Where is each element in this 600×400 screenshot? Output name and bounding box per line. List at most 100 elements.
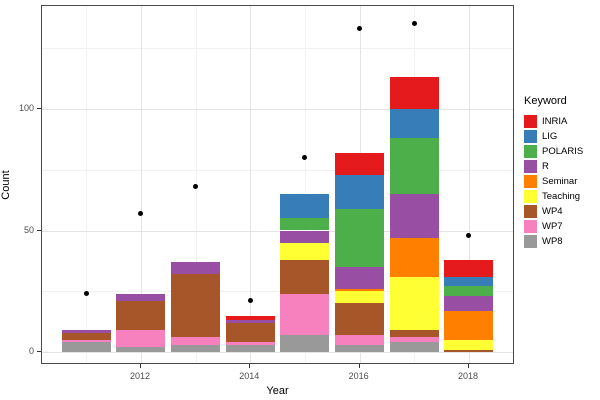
legend-item-R: R [524, 159, 583, 174]
legend-label-LIG: LIG [542, 131, 558, 142]
gridline-major-x [468, 6, 470, 363]
legend-label-Seminar: Seminar [542, 176, 578, 187]
bar-segment-R-2012 [116, 293, 166, 301]
legend-swatch-Teaching [524, 190, 537, 203]
bar-segment-INRIA-2017 [389, 77, 439, 109]
bar-segment-Teaching-2017 [389, 276, 439, 331]
legend-label-POLARIS: POLARIS [542, 146, 584, 157]
bar-segment-R-2016 [335, 266, 385, 289]
bar-segment-R-2018 [444, 296, 494, 311]
bar-segment-Seminar-2017 [389, 237, 439, 277]
y-tick-label: 100 [18, 103, 34, 113]
bar-segment-WP8-2017 [389, 342, 439, 352]
y-axis-title: Count [0, 170, 12, 200]
bar-segment-WP8-2015 [280, 334, 330, 352]
bar-segment-WP4-2012 [116, 300, 166, 331]
legend-swatch-POLARIS [524, 145, 537, 158]
point-2017 [411, 21, 417, 27]
bar-segment-WP4-2018 [444, 349, 494, 352]
bar-segment-Teaching-2018 [444, 339, 494, 350]
legend-swatch-LIG [524, 130, 537, 143]
legend-item-LIG: LIG [524, 129, 583, 144]
x-axis-title: Year [266, 385, 289, 397]
bar-segment-INRIA-2016 [335, 152, 385, 175]
bar-segment-WP4-2011 [61, 332, 111, 340]
y-tick-mark [37, 108, 41, 109]
x-tick-mark [139, 364, 141, 368]
x-tick-label: 2018 [457, 371, 478, 381]
bar-segment-WP4-2013 [171, 274, 221, 338]
bar-segment-WP7-2016 [335, 334, 385, 345]
legend-item-Teaching: Teaching [524, 189, 583, 204]
legend-item-WP4: WP4 [524, 204, 583, 219]
gridline-major-y [42, 352, 513, 353]
bar-segment-WP4-2014 [225, 322, 275, 343]
gridline-minor-y [42, 48, 513, 50]
bar-segment-WP8-2011 [61, 342, 111, 352]
point-2016 [357, 26, 363, 32]
bar-segment-POLARIS-2018 [444, 286, 494, 297]
legend-swatch-WP7 [524, 220, 537, 233]
point-2013 [193, 184, 199, 190]
bar-segment-POLARIS-2016 [335, 208, 385, 267]
bar-segment-WP7-2011 [61, 339, 111, 343]
bar-segment-WP7-2017 [389, 337, 439, 343]
bar-segment-R-2014 [225, 320, 275, 323]
bar-segment-WP4-2016 [335, 303, 385, 335]
bar-segment-POLARIS-2015 [280, 218, 330, 231]
bar-segment-WP8-2016 [335, 344, 385, 352]
bar-segment-POLARIS-2017 [389, 138, 439, 195]
bar-segment-LIG-2018 [444, 276, 494, 287]
legend-swatch-WP8 [524, 235, 537, 248]
bar-segment-R-2013 [171, 262, 221, 275]
legend-swatch-Seminar [524, 175, 537, 188]
gridline-major-x [250, 6, 252, 363]
x-tick-mark [358, 364, 360, 368]
legend-label-WP4: WP4 [542, 206, 563, 217]
gridline-minor-y [42, 169, 513, 171]
y-tick-mark [37, 229, 41, 231]
point-2014 [247, 298, 253, 304]
gridline-minor-x [304, 6, 306, 363]
gridline-major-x [140, 6, 142, 363]
legend-swatch-R [524, 160, 537, 173]
bar-segment-R-2011 [61, 330, 111, 333]
x-tick-label: 2014 [239, 371, 260, 381]
gridline-minor-x [86, 6, 88, 363]
legend-label-WP7: WP7 [542, 221, 563, 232]
y-tick-mark [37, 351, 41, 352]
bar-segment-R-2017 [389, 194, 439, 238]
legend-label-Teaching: Teaching [542, 191, 581, 202]
y-tick-label: 0 [28, 346, 34, 356]
legend-label-R: R [542, 161, 549, 172]
legend-item-Seminar: Seminar [524, 174, 583, 189]
bar-segment-LIG-2015 [280, 194, 330, 219]
legend-item-POLARIS: POLARIS [524, 144, 583, 159]
x-tick-label: 2012 [129, 371, 150, 381]
x-tick-mark [467, 364, 469, 368]
legend-swatch-WP4 [524, 205, 537, 218]
bar-segment-WP7-2012 [116, 330, 166, 348]
gridline-major-y [42, 230, 513, 232]
y-tick-label: 50 [23, 224, 34, 235]
legend-item-WP7: WP7 [524, 219, 583, 234]
point-2015 [302, 155, 308, 161]
bar-segment-Teaching-2015 [280, 242, 330, 260]
gridline-minor-y [42, 291, 513, 293]
bar-segment-Seminar-2018 [444, 310, 494, 340]
bar-segment-INRIA-2014 [225, 315, 275, 321]
bar-segment-Seminar-2016 [335, 288, 385, 292]
x-tick-label: 2016 [348, 371, 369, 381]
point-2012 [138, 210, 144, 216]
legend-item-WP8: WP8 [524, 234, 583, 249]
legend-items: INRIA LIG POLARIS R Seminar Teaching WP4 WP7 WP8 [524, 114, 583, 249]
legend-item-INRIA: INRIA [524, 114, 583, 129]
bar-segment-WP7-2015 [280, 293, 330, 335]
bar-segment-WP7-2013 [171, 337, 221, 345]
bar-segment-Teaching-2016 [335, 291, 385, 304]
bar-segment-LIG-2016 [335, 174, 385, 209]
bar-segment-WP8-2012 [116, 347, 166, 352]
point-2018 [466, 232, 472, 238]
legend-label-WP8: WP8 [542, 236, 563, 247]
